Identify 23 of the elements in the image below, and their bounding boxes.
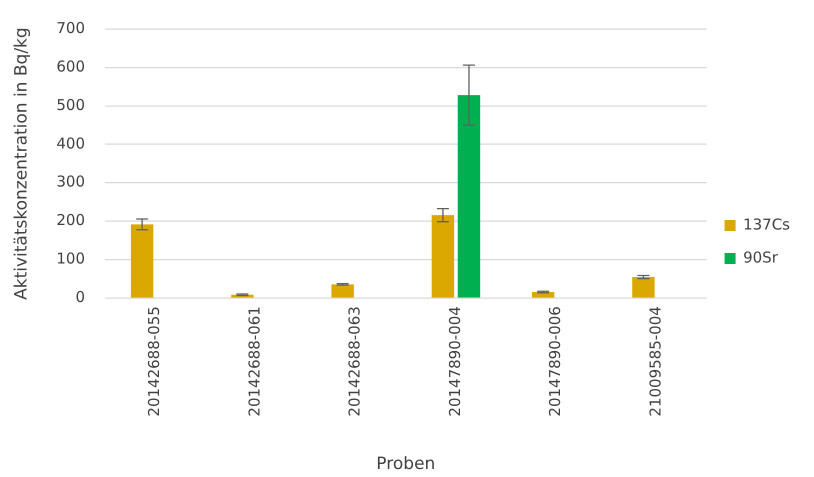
y-tick-label: 300 — [56, 172, 86, 191]
y-tick-label: 600 — [56, 57, 86, 76]
x-tick-label: 20147890-004 — [446, 306, 464, 417]
x-axis-title: Proben — [376, 454, 436, 474]
x-tick-label: 20142688-055 — [145, 306, 164, 417]
y-tick-label: 700 — [56, 18, 86, 37]
y-tick-label: 200 — [56, 211, 86, 230]
x-tick-label: 20142688-061 — [245, 306, 264, 417]
y-tick-label: 400 — [56, 134, 86, 152]
legend-label: 90Sr — [743, 248, 779, 266]
y-tick-label: 0 — [75, 288, 86, 306]
bar — [130, 224, 154, 298]
bar — [458, 95, 480, 298]
bar — [632, 277, 655, 298]
y-tick-label: 100 — [56, 250, 86, 268]
y-tick-label: 500 — [56, 96, 86, 114]
bar — [331, 284, 354, 298]
bar — [432, 215, 454, 298]
x-tick-label: 21009585-004 — [646, 306, 664, 417]
y-axis-title: Aktivitätskonzentration in Bq/kg — [12, 27, 32, 300]
x-tick-label: 20147890-006 — [546, 306, 564, 417]
legend-label: 137Cs — [743, 215, 790, 234]
x-tick-label: 20142688-063 — [346, 306, 364, 417]
